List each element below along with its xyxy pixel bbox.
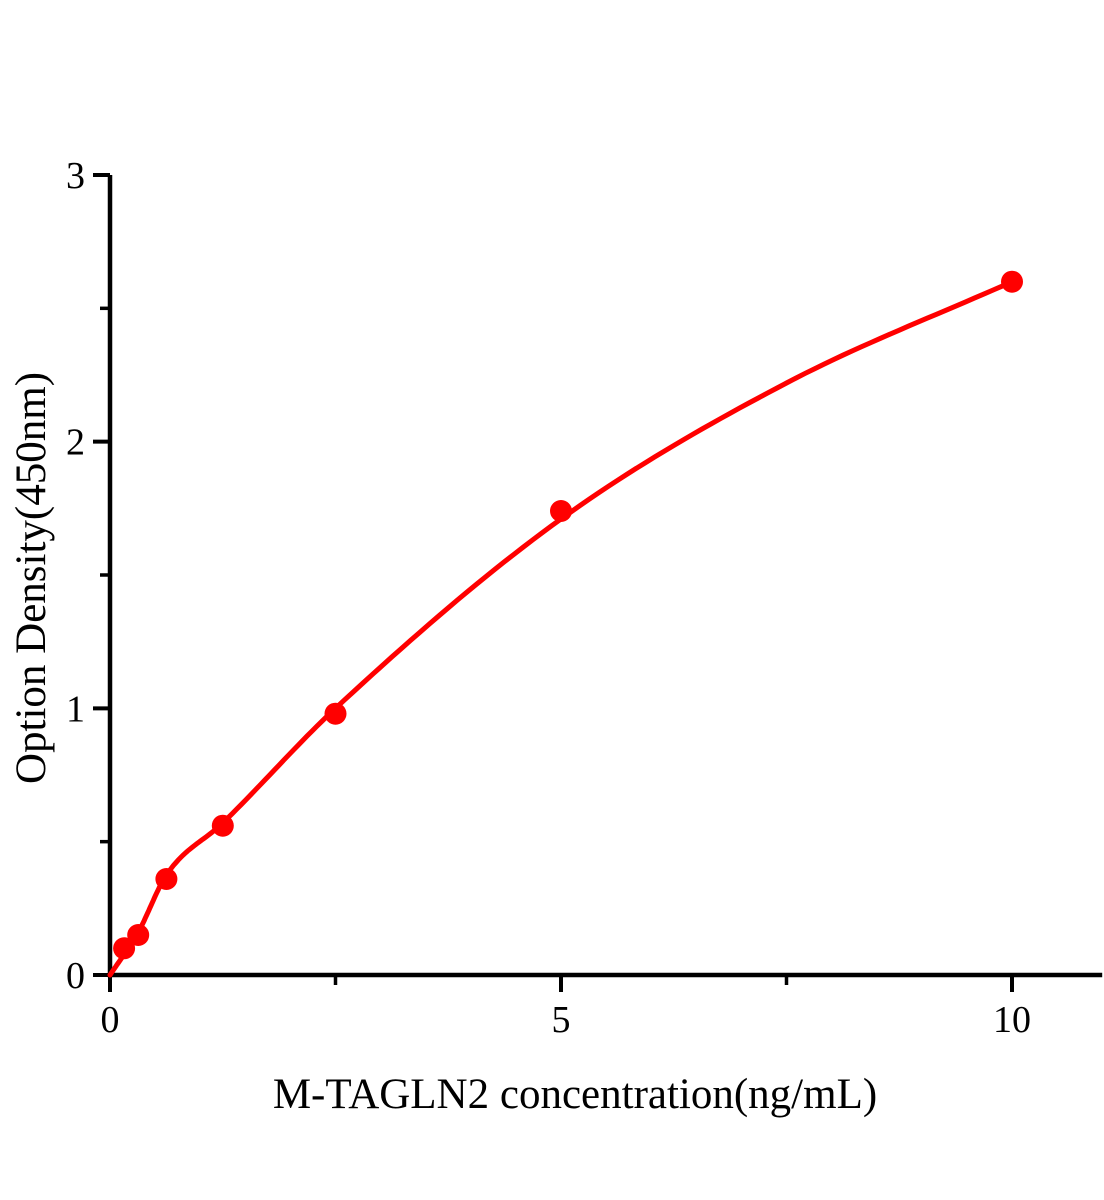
y-tick-label: 3 xyxy=(66,155,85,197)
data-point-marker xyxy=(550,500,572,522)
data-point-marker xyxy=(211,814,234,837)
data-point-marker xyxy=(324,702,347,725)
y-tick-label: 0 xyxy=(66,955,85,997)
x-tick-label: 0 xyxy=(101,999,120,1041)
x-axis-title: M-TAGLN2 concentration(ng/mL) xyxy=(273,1071,877,1118)
y-tick-label: 1 xyxy=(66,688,85,730)
y-axis-title: Option Density(450nm) xyxy=(8,372,55,784)
x-tick-label: 10 xyxy=(993,999,1031,1041)
y-tick-label: 2 xyxy=(66,422,85,464)
x-tick-label: 5 xyxy=(552,999,571,1041)
data-point-marker xyxy=(113,937,136,960)
data-point-marker xyxy=(155,868,178,890)
data-point-marker xyxy=(1001,270,1023,293)
fit-curve-line xyxy=(107,279,1015,978)
data-point-marker xyxy=(127,924,150,946)
plot-layer: 0 1 2 3 0 5 10 xyxy=(66,155,1103,1041)
